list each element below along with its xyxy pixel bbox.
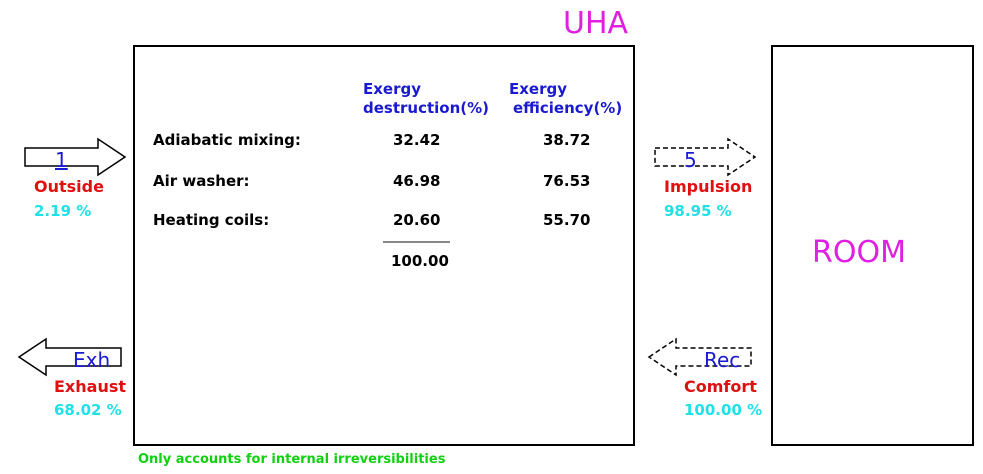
comfort-arrow-label: Rec: [704, 348, 741, 372]
outside-percent: 2.19 %: [34, 202, 92, 220]
header-efficiency-line2: efficiency(%): [513, 99, 623, 117]
header-efficiency-line1: Exergy: [509, 80, 568, 98]
impulsion-name: Impulsion: [664, 177, 753, 196]
row-efficiency-air-washer: 76.53: [543, 172, 591, 190]
uha-box: [133, 45, 635, 446]
footnote: Only accounts for internal irreversibili…: [138, 452, 446, 467]
outside-name: Outside: [34, 177, 104, 196]
uha-title: UHA: [563, 6, 629, 41]
row-efficiency-heating-coils: 55.70: [543, 211, 591, 229]
row-destruction-air-washer: 46.98: [393, 172, 441, 190]
header-efficiency: Exergy efficiency(%): [509, 80, 622, 118]
row-label-heating-coils: Heating coils:: [153, 211, 270, 229]
total-divider: [383, 241, 450, 243]
row-destruction-adiabatic-mixing: 32.42: [393, 131, 441, 149]
comfort-name: Comfort: [684, 377, 757, 396]
row-efficiency-adiabatic-mixing: 38.72: [543, 131, 591, 149]
row-destruction-heating-coils: 20.60: [393, 211, 441, 229]
impulsion-percent: 98.95 %: [664, 202, 732, 220]
room-box: [771, 45, 974, 446]
exhaust-percent: 68.02 %: [54, 401, 122, 419]
outside-arrow-label: 1: [55, 148, 68, 172]
total-destruction: 100.00: [391, 252, 449, 270]
row-label-adiabatic-mixing: Adiabatic mixing:: [153, 131, 301, 149]
header-destruction-line1: Exergy: [363, 80, 422, 98]
header-destruction: Exergy destruction(%): [363, 80, 489, 118]
exhaust-arrow-label: Exh: [73, 348, 111, 372]
impulsion-arrow-label: 5: [684, 148, 697, 172]
header-destruction-line2: destruction(%): [363, 99, 490, 117]
room-title: ROOM: [812, 235, 906, 270]
exhaust-name: Exhaust: [54, 377, 126, 396]
exhaust-arrow-icon: [17, 337, 122, 377]
impulsion-arrow-icon: [654, 137, 757, 177]
comfort-percent: 100.00 %: [684, 401, 763, 419]
outside-arrow-icon: [24, 137, 127, 177]
comfort-arrow-icon: [647, 337, 752, 377]
row-label-air-washer: Air washer:: [153, 172, 250, 190]
